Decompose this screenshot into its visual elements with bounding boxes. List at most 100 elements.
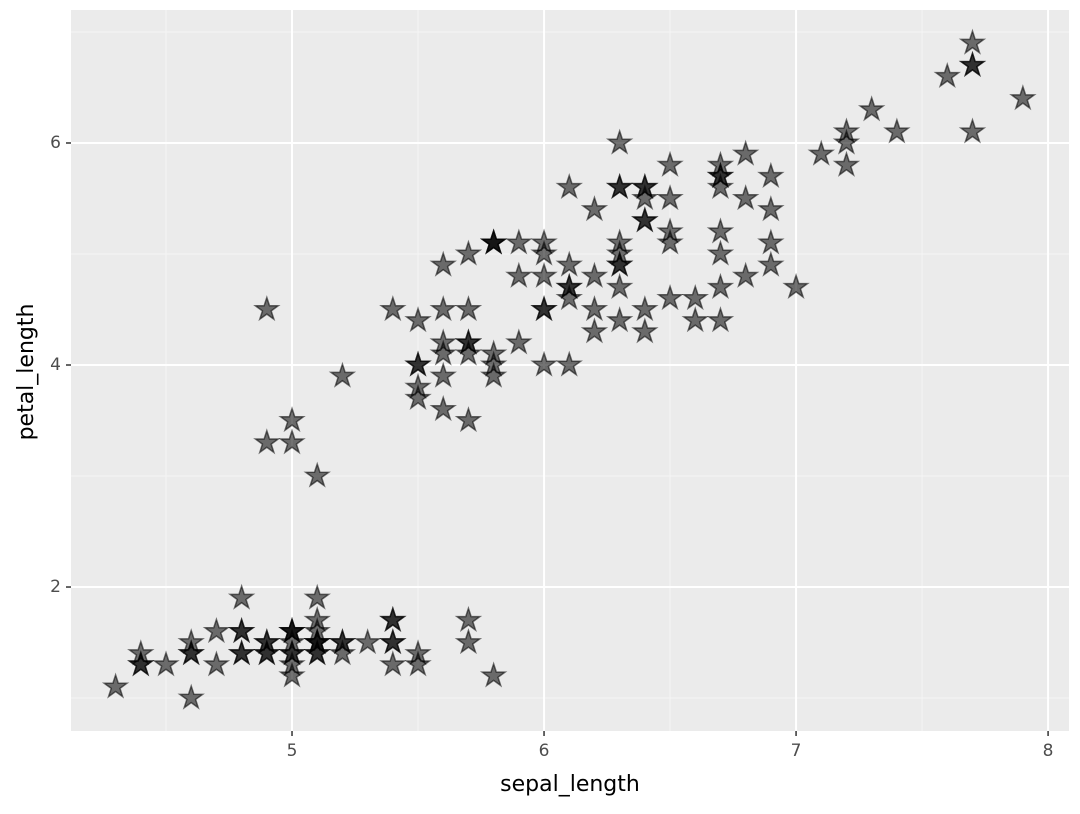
star-point [857,95,886,122]
star-point [479,661,508,688]
star-point [731,261,760,288]
star-point [353,628,382,655]
star-point [757,228,785,255]
star-point [404,650,432,677]
star-point [379,628,407,655]
star-point [278,617,306,644]
star-point [379,295,407,322]
x-tick-label: 6 [539,741,550,761]
star-point [303,583,331,610]
star-point [303,617,331,644]
star-point [505,228,533,255]
star-point [580,195,609,222]
star-point [580,317,609,344]
star-point [933,61,961,89]
star-point [958,50,987,77]
star-point [479,350,508,377]
star-point [454,406,483,433]
star-point [454,339,483,366]
star-point [530,295,558,322]
star-point [328,628,357,655]
star-point [580,261,609,288]
star-point [454,295,483,322]
y-axis-label: petal_length [14,304,39,441]
star-point [328,361,357,388]
star-point [580,295,609,322]
star-point [706,306,735,333]
star-point [303,639,331,666]
star-point [631,206,659,233]
star-point [404,350,432,377]
star-point [605,272,634,299]
star-point [479,228,508,255]
star-point [303,628,331,655]
star-point [253,639,281,666]
star-point [404,383,432,410]
star-point [404,306,432,333]
x-tick-label: 8 [1043,741,1054,761]
star-point [152,650,180,677]
star-point [278,428,306,455]
y-tick-label: 2 [50,577,61,597]
star-point [832,150,861,177]
star-point [429,339,457,366]
star-point [832,128,861,155]
star-point [757,161,785,188]
star-point [530,350,558,377]
star-point [731,139,760,166]
star-point [958,28,987,55]
star-point [278,639,306,666]
star-point [706,161,735,188]
star-point [177,683,205,710]
star-point [681,306,709,333]
star-point [706,239,735,266]
x-tick-label: 5 [287,741,298,761]
star-point [429,394,457,422]
star-point [605,128,634,155]
star-point [656,283,684,311]
star-point [883,117,911,144]
star-point [505,261,533,288]
star-point [731,184,760,211]
star-point [454,239,483,266]
star-point [530,261,558,288]
star-point [177,639,205,666]
star-point [631,317,659,344]
star-point [782,272,810,299]
star-point [227,639,256,666]
star-point [303,461,331,488]
y-tick-label: 6 [50,133,61,153]
star-point [379,650,407,677]
star-point [227,583,256,610]
star-point [454,628,483,655]
star-point [656,184,684,211]
star-point [429,295,457,322]
star-point [807,139,835,166]
star-point [605,306,634,333]
star-point [555,250,583,277]
star-point [253,295,281,322]
star-point [429,328,457,355]
x-axis-label: sepal_length [500,772,640,797]
star-point [757,250,785,277]
star-point [631,295,659,322]
star-point [555,350,583,377]
y-tick-label: 4 [50,355,61,375]
star-point [605,172,634,200]
star-point [505,328,533,355]
star-point [555,172,583,200]
star-point [605,239,634,266]
x-tick-label: 7 [791,741,802,761]
star-point [253,428,281,455]
star-point [706,217,735,244]
star-point [429,361,457,388]
star-point [101,672,130,699]
star-point [605,250,634,277]
star-point [278,650,306,677]
star-point [379,605,407,632]
star-point [681,283,709,311]
star-point [530,239,558,266]
star-point [555,283,583,311]
star-point [757,195,785,222]
